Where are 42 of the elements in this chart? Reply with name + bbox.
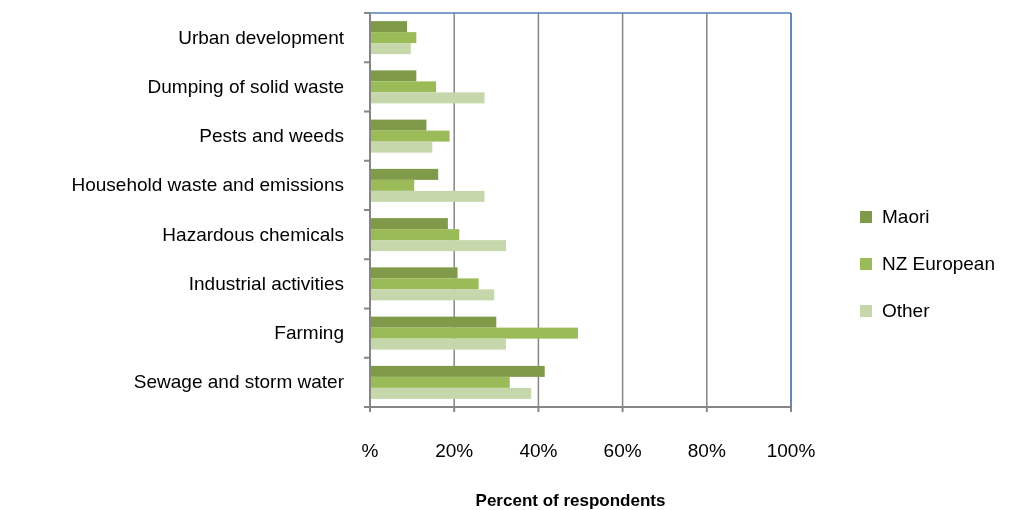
bar [370,190,485,202]
bar [370,316,497,328]
bar [370,376,510,388]
y-tick-label: Urban development [178,26,345,48]
x-tick-label: 40% [519,440,558,461]
legend-label: NZ European [882,253,996,274]
x-tick-label: 80% [687,440,726,461]
x-tick-label: 20% [435,440,474,461]
bar [370,387,532,399]
bar [370,141,433,153]
bar [370,365,545,377]
bar [370,43,411,55]
bar [370,130,450,142]
bar [370,218,448,230]
x-axis-title: Percent of respondents [475,491,666,510]
bar [370,338,506,350]
bar [370,32,417,44]
bar [370,229,460,241]
bar [370,179,415,191]
bar [370,267,458,279]
legend-label: Other [882,300,931,321]
bar [370,327,578,339]
x-tick-label: 60% [603,440,642,461]
bar [370,119,427,131]
bar [370,240,506,252]
y-tick-label: Household waste and emissions [71,174,344,196]
bar [370,92,485,104]
legend-label: Maori [882,206,930,227]
bar [370,278,479,290]
y-tick-label: Farming [274,322,344,344]
y-tick-label: Hazardous chemicals [162,223,344,245]
y-tick-label: Pests and weeds [199,125,344,147]
bar [370,21,408,33]
bar [370,168,439,180]
y-tick-label: Dumping of solid waste [147,75,344,97]
y-tick-label: Sewage and storm water [133,371,345,393]
x-tick-label: % [361,440,379,461]
y-tick-label: Industrial activities [188,272,344,294]
bar [370,81,437,93]
bar [370,70,417,82]
bar [370,289,495,301]
x-tick-label: 100% [766,440,816,461]
